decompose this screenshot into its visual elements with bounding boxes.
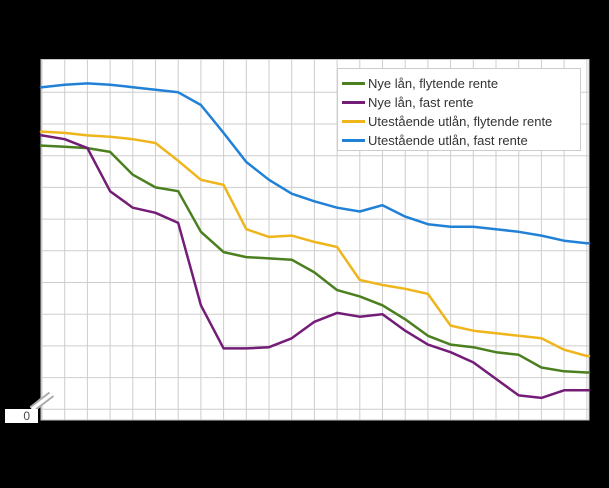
axis-break-icon [29,390,55,413]
y-axis-zero-label: 0 [5,409,38,423]
legend-line-swatch-icon [342,82,365,85]
legend: Nye lån, flytende rente Nye lån, fast re… [337,68,581,151]
legend-item-label: Nye lån, flytende rente [368,76,499,91]
legend-item-utestaende-fast[interactable]: Utestående utlån, fast rente [342,131,580,150]
legend-item-label: Utestående utlån, flytende rente [368,114,553,129]
legend-line-swatch-icon [342,139,365,142]
series-line-3 [39,82,591,245]
legend-item-label: Utestående utlån, fast rente [368,133,528,148]
series-line-2 [39,130,591,358]
plot-border [40,59,590,421]
legend-item-label: Nye lån, fast rente [368,95,474,110]
series-line-0 [39,144,591,374]
legend-item-nye-fast[interactable]: Nye lån, fast rente [342,93,580,112]
legend-item-utestaende-flytende[interactable]: Utestående utlån, flytende rente [342,112,580,131]
legend-line-swatch-icon [342,120,365,123]
legend-item-nye-flytende[interactable]: Nye lån, flytende rente [342,74,580,93]
series-line-1 [39,134,591,400]
legend-line-swatch-icon [342,101,365,104]
